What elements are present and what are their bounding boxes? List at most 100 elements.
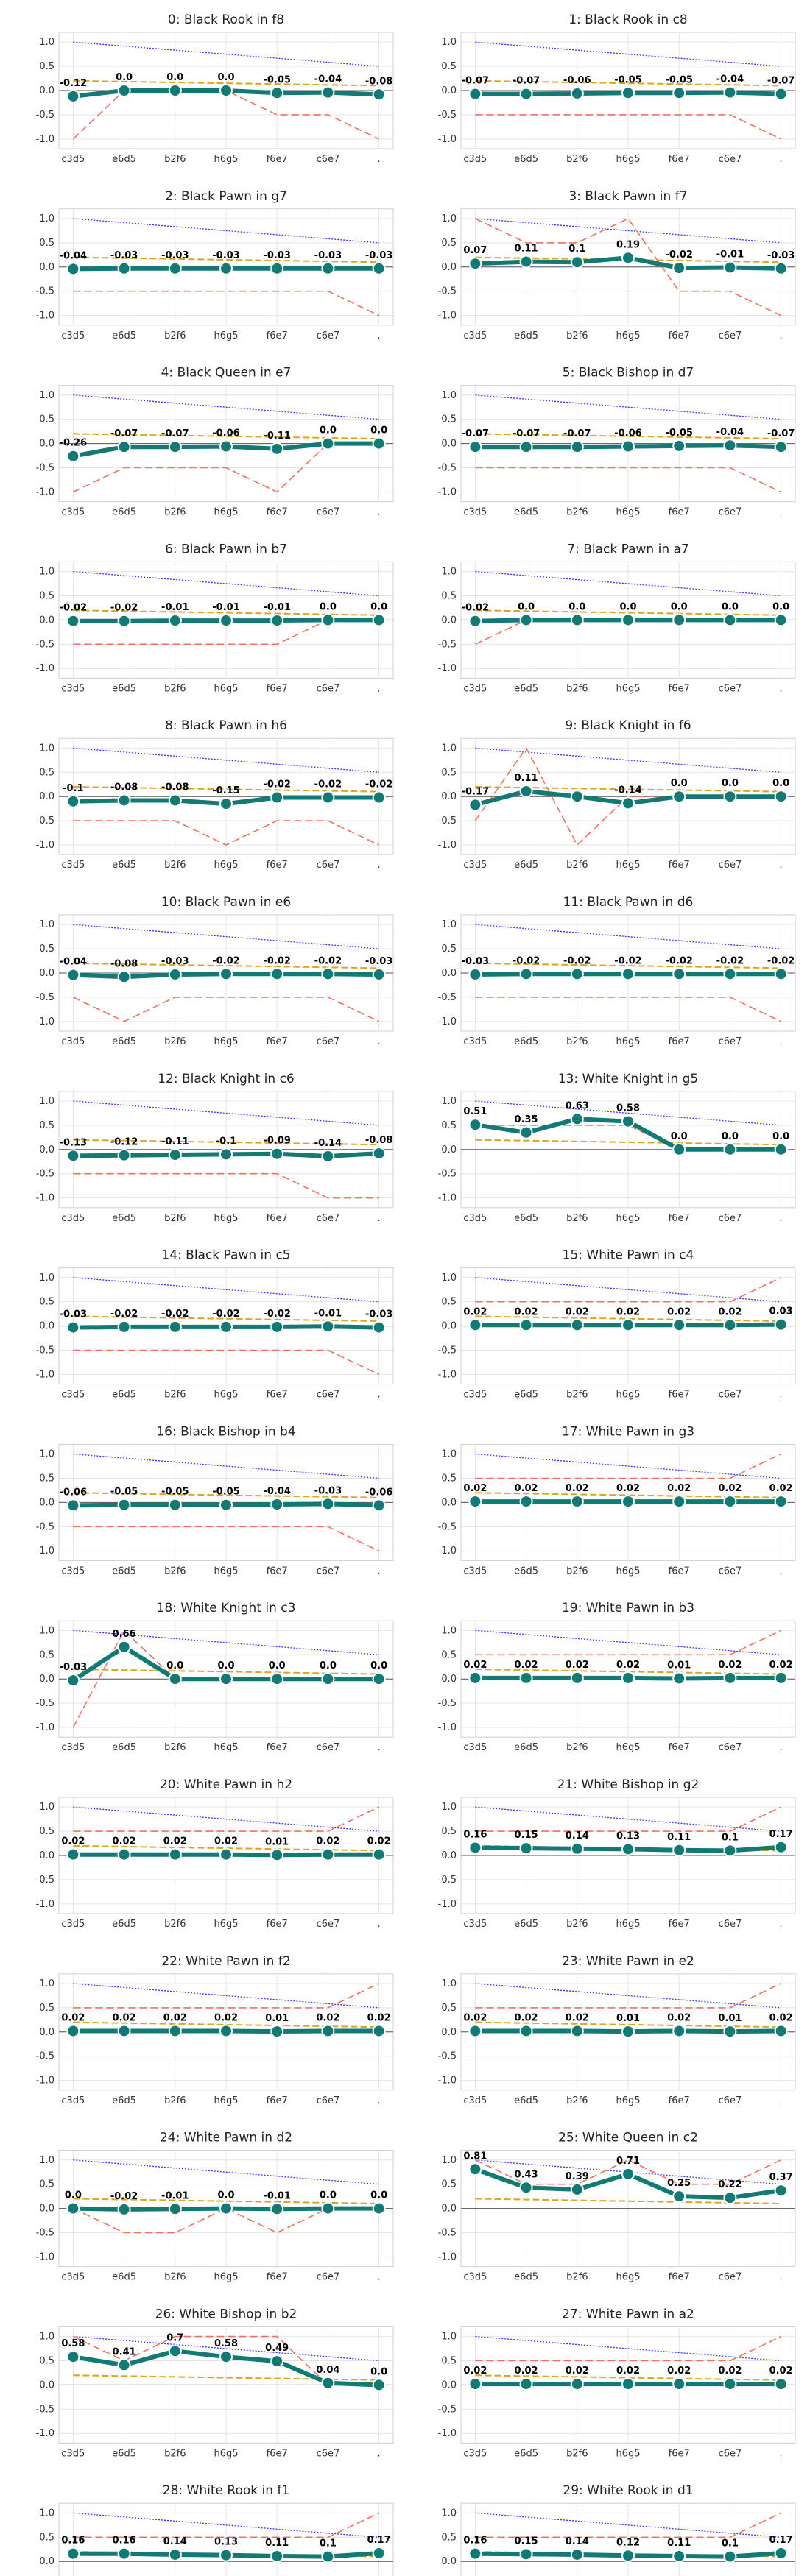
data-label: -0.03 — [314, 1485, 342, 1496]
data-point — [168, 2547, 182, 2561]
panel-1: 1.0 0.5 0.0 -0.5 -1.0 c3d5 e6d5 b2f6 h6g5 f6e7 c6e… — [438, 13, 796, 165]
data-label: -0.01 — [161, 2190, 189, 2201]
x-tick-label: c3d5 — [463, 1213, 487, 1224]
panel-11: 1.0 0.5 0.0 -0.5 -1.0 c3d5 e6d5 b2f6 h6g5 f6e7 c6e… — [438, 895, 796, 1047]
x-tick-label: e6d5 — [112, 1390, 136, 1401]
data-label: -0.08 — [365, 1135, 392, 1146]
data-label: 0.17 — [367, 2535, 391, 2546]
data-label: 0.0 — [619, 601, 636, 612]
x-tick-label: f6e7 — [267, 1390, 288, 1401]
data-point — [270, 2549, 284, 2563]
data-point — [723, 439, 737, 453]
y-tick-label: 1.0 — [39, 37, 54, 48]
x-tick-label: c6e7 — [719, 860, 742, 871]
data-label: -0.02 — [614, 955, 641, 966]
panel-2: 1.0 0.5 0.0 -0.5 -1.0 c3d5 e6d5 b2f6 h6g5 f6e7 c6e… — [36, 189, 394, 342]
panel-title: 16: Black Bishop in b4 — [156, 1424, 295, 1439]
red-dashed-series — [475, 1983, 781, 2009]
data-label: 0.0 — [370, 2366, 387, 2377]
x-tick-label: c6e7 — [719, 2272, 742, 2283]
data-point — [672, 1495, 686, 1509]
y-tick-label: 0.5 — [39, 1473, 54, 1484]
data-label: 0.58 — [214, 2338, 238, 2349]
panel-title: 26: White Bishop in b2 — [155, 2307, 297, 2321]
panel-title: 17: White Pawn in g3 — [562, 1424, 694, 1439]
data-point — [519, 2377, 533, 2391]
x-tick-label: e6d5 — [514, 154, 538, 165]
data-label: -0.11 — [263, 431, 290, 442]
x-tick-label: . — [780, 2272, 783, 2283]
data-label: -0.02 — [462, 603, 489, 614]
data-label: 0.7 — [166, 2332, 183, 2343]
data-label: -0.03 — [365, 956, 392, 967]
data-label: 0.02 — [515, 1306, 538, 1317]
data-point — [468, 1318, 482, 1332]
data-point — [774, 261, 788, 275]
x-tick-label: f6e7 — [669, 1565, 690, 1577]
data-point — [270, 790, 284, 804]
x-tick-label: c6e7 — [317, 1213, 340, 1224]
data-point — [219, 614, 233, 628]
x-tick-label: e6d5 — [112, 1036, 136, 1047]
data-point — [621, 1495, 635, 1509]
x-tick-label: c3d5 — [463, 1036, 487, 1047]
data-point — [774, 1495, 788, 1509]
red-dashed-series — [73, 1172, 379, 1199]
data-label: 0.02 — [214, 2012, 238, 2023]
blue-reference-line — [475, 1630, 781, 1655]
data-point — [321, 1847, 335, 1861]
data-point — [117, 2358, 131, 2372]
blue-reference-line — [475, 2512, 781, 2538]
data-point — [723, 790, 737, 804]
x-tick-label: c3d5 — [61, 507, 85, 518]
data-label: 0.02 — [667, 2012, 691, 2023]
y-tick-label: 1.0 — [441, 37, 457, 48]
x-tick-label: . — [780, 1742, 783, 1753]
x-tick-label: b2f6 — [164, 860, 186, 871]
y-tick-label: 1.0 — [39, 2508, 54, 2519]
data-point — [672, 967, 686, 981]
data-point — [270, 1672, 284, 1686]
data-point — [117, 2024, 131, 2038]
blue-reference-line — [73, 41, 379, 67]
x-tick-label: e6d5 — [514, 1742, 538, 1753]
x-tick-label: b2f6 — [164, 1036, 186, 1047]
x-tick-label: e6d5 — [112, 1919, 136, 1930]
blue-reference-line — [73, 394, 379, 420]
data-point — [117, 84, 131, 97]
data-point — [723, 613, 737, 627]
x-tick-label: . — [780, 1919, 783, 1930]
data-point — [621, 967, 635, 981]
y-tick-label: 0.5 — [39, 2003, 54, 2014]
data-label: 0.13 — [214, 2537, 238, 2548]
x-tick-label: f6e7 — [267, 2272, 288, 2283]
data-label: 0.0 — [722, 778, 739, 789]
panel-title: 29: White Rook in d1 — [563, 2483, 693, 2498]
y-tick-label: 1.0 — [39, 213, 54, 224]
data-label: -0.03 — [263, 250, 290, 261]
y-tick-label: 0.0 — [39, 2556, 54, 2567]
data-point — [117, 2202, 131, 2216]
data-point — [672, 1671, 686, 1685]
data-label: 0.02 — [515, 2366, 538, 2377]
data-point — [723, 261, 737, 275]
x-tick-label: e6d5 — [112, 1213, 136, 1224]
red-dashed-series — [475, 114, 781, 140]
y-tick-label: 0.0 — [39, 968, 54, 979]
data-label: 0.0 — [722, 601, 739, 612]
data-label: -0.08 — [161, 782, 189, 793]
x-tick-label: h6g5 — [214, 2272, 238, 2283]
x-tick-label: h6g5 — [214, 1919, 238, 1930]
data-point — [621, 1671, 635, 1685]
blue-reference-line — [475, 394, 781, 420]
data-label: -0.02 — [263, 955, 290, 966]
gold-reference-line — [73, 1492, 379, 1498]
y-tick-label: -1.0 — [438, 840, 457, 851]
blue-reference-line — [475, 41, 781, 67]
x-tick-label: c6e7 — [719, 2095, 742, 2106]
data-label: -0.04 — [60, 250, 87, 261]
data-point — [519, 87, 533, 101]
x-tick-label: b2f6 — [566, 154, 588, 165]
data-label: -0.03 — [767, 250, 795, 261]
